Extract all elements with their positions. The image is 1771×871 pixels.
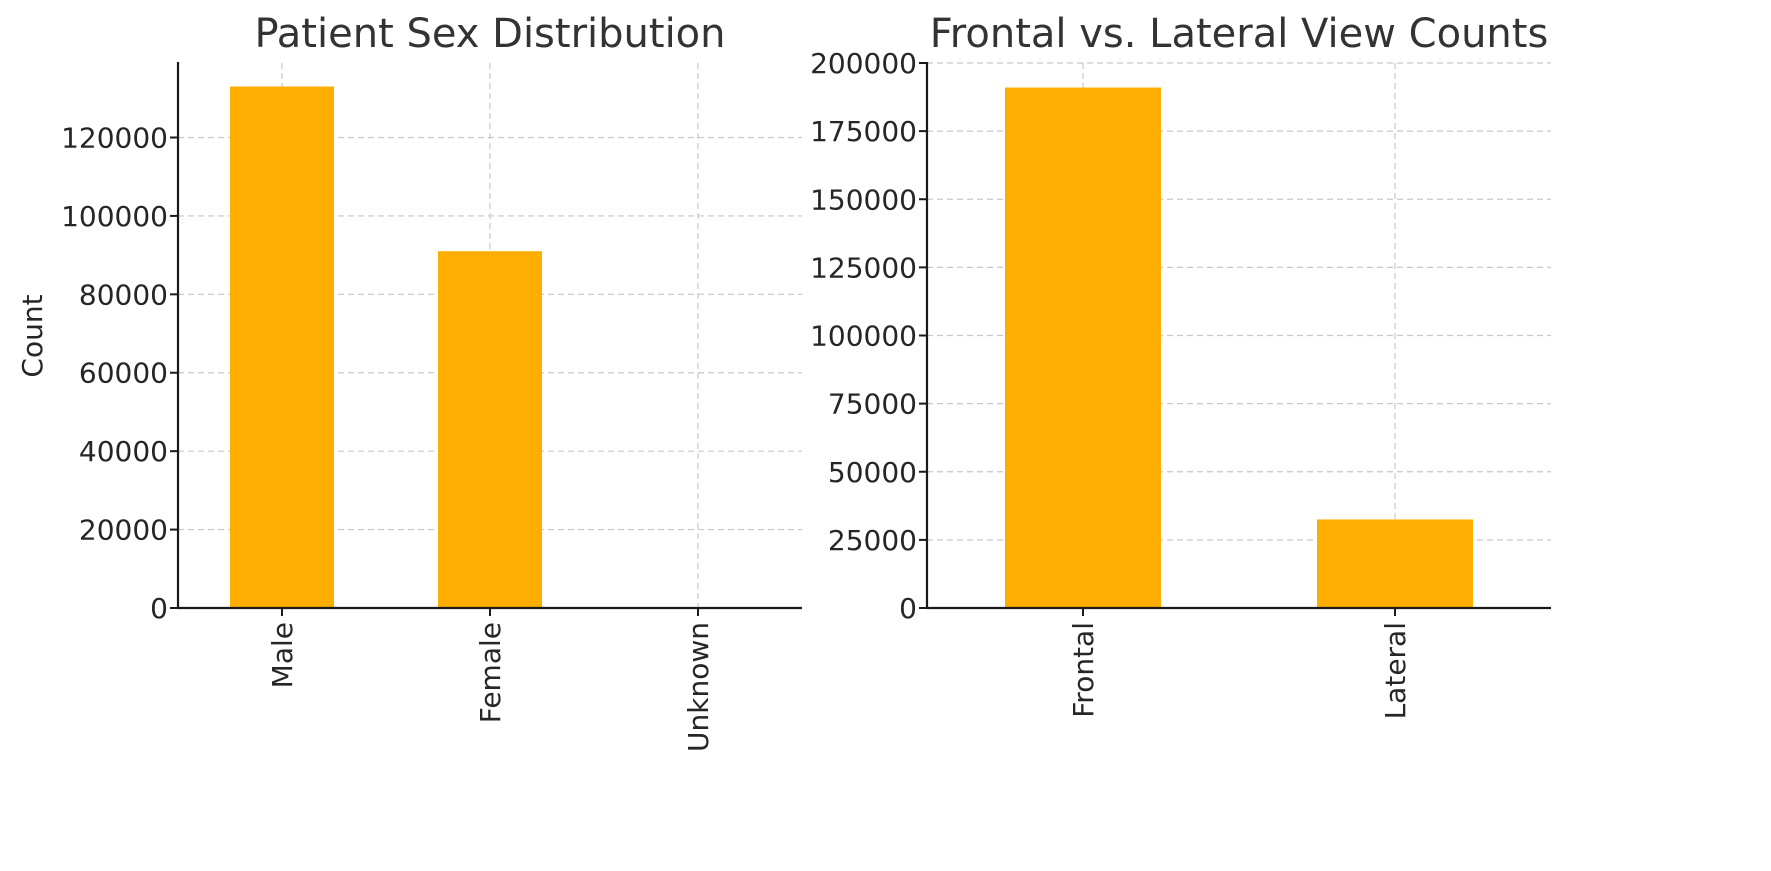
bar-female bbox=[438, 251, 542, 609]
y-tick-label: 200000 bbox=[810, 47, 917, 80]
y-axis-label: Count bbox=[16, 294, 49, 377]
x-tick-label: Lateral bbox=[1379, 622, 1412, 719]
y-tick-label: 0 bbox=[150, 592, 168, 625]
y-tick-label: 60000 bbox=[79, 357, 168, 390]
bar-lateral bbox=[1317, 519, 1473, 608]
x-tick-label: Frontal bbox=[1067, 622, 1100, 718]
y-tick-label: 40000 bbox=[79, 435, 168, 468]
chart-title: Frontal vs. Lateral View Counts bbox=[930, 11, 1549, 57]
y-tick-label: 0 bbox=[899, 592, 917, 625]
y-tick-label: 80000 bbox=[79, 278, 168, 311]
ticks: 0 25000 50000 75000 100000 125000 150000 175000… bbox=[810, 47, 1412, 719]
x-tick-label: Male bbox=[266, 622, 299, 688]
chart-title: Patient Sex Distribution bbox=[254, 11, 725, 57]
y-tick-label: 50000 bbox=[828, 456, 917, 489]
bars bbox=[1005, 87, 1473, 608]
y-tick-label: 20000 bbox=[79, 514, 168, 547]
y-tick-label: 175000 bbox=[810, 115, 917, 148]
chart-view-counts: 0 25000 50000 75000 100000 125000 150000 175000… bbox=[810, 11, 1551, 719]
x-tick-label: Female bbox=[474, 622, 507, 723]
chart-patient-sex: 0 20000 40000 60000 80000 100000 120000 Male Fem… bbox=[16, 11, 802, 752]
bars bbox=[230, 86, 542, 609]
bar-male bbox=[230, 86, 334, 609]
y-tick-label: 150000 bbox=[810, 183, 917, 216]
x-tick-label: Unknown bbox=[682, 622, 715, 752]
y-tick-label: 100000 bbox=[810, 320, 917, 353]
y-tick-label: 125000 bbox=[810, 251, 917, 284]
y-tick-label: 75000 bbox=[828, 388, 917, 421]
bar-frontal bbox=[1005, 87, 1161, 608]
y-tick-label: 25000 bbox=[828, 524, 917, 557]
ticks: 0 20000 40000 60000 80000 100000 120000 Male Fem… bbox=[61, 121, 715, 751]
y-tick-label: 120000 bbox=[61, 121, 168, 154]
y-tick-label: 100000 bbox=[61, 200, 168, 233]
